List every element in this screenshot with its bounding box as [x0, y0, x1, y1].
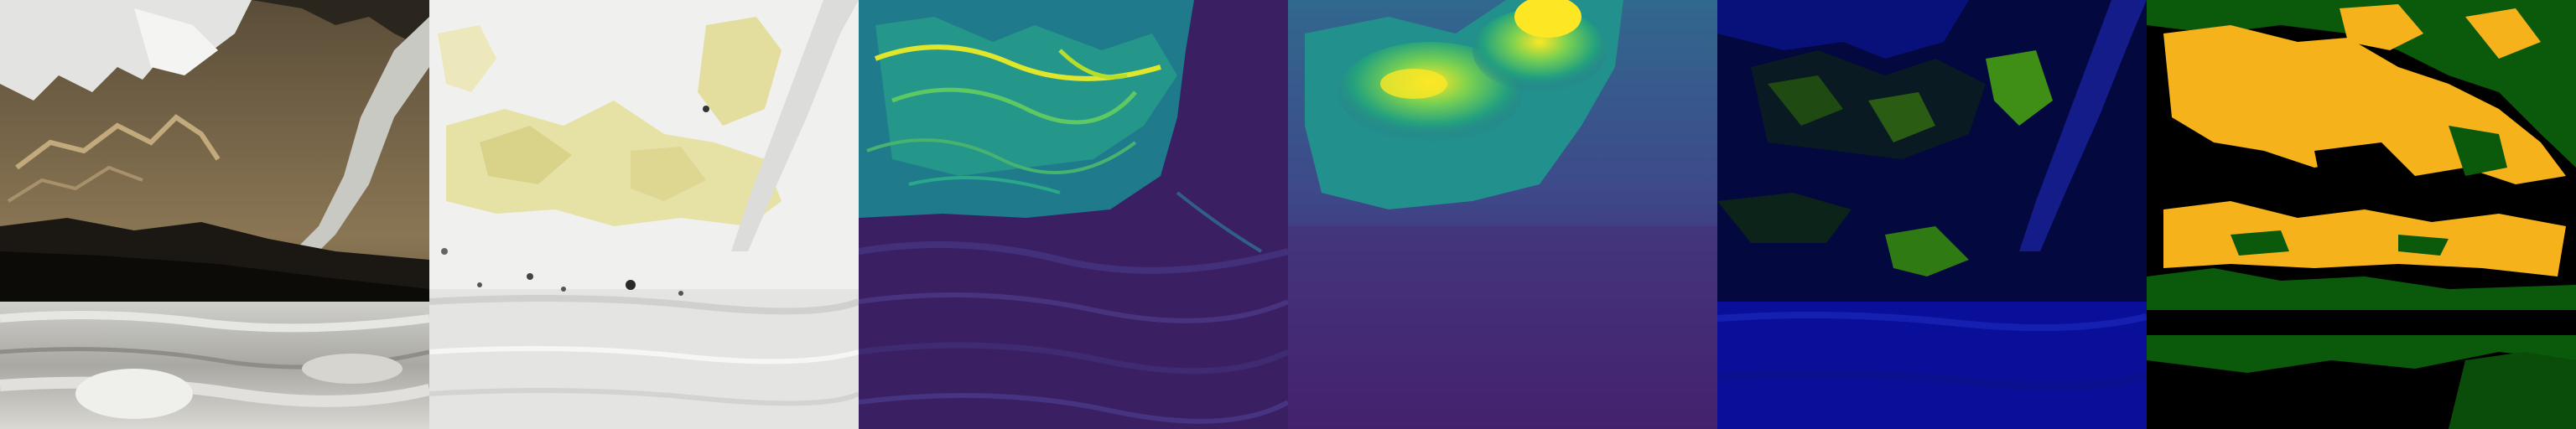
- slope-map-panel: [859, 0, 1288, 429]
- index-map-panel: [429, 0, 859, 429]
- elevation-map-image: [1288, 0, 1717, 429]
- false-color-image: [1717, 0, 2147, 429]
- classification-map-panel: [2147, 0, 2576, 429]
- classification-map-image: [2147, 0, 2576, 429]
- index-map-image: [429, 0, 859, 429]
- slope-map-image: [859, 0, 1288, 429]
- elevation-map-panel: [1288, 0, 1717, 429]
- false-color-panel: [1717, 0, 2147, 429]
- rgb-composite-panel: [0, 0, 429, 429]
- rgb-composite-image: [0, 0, 429, 429]
